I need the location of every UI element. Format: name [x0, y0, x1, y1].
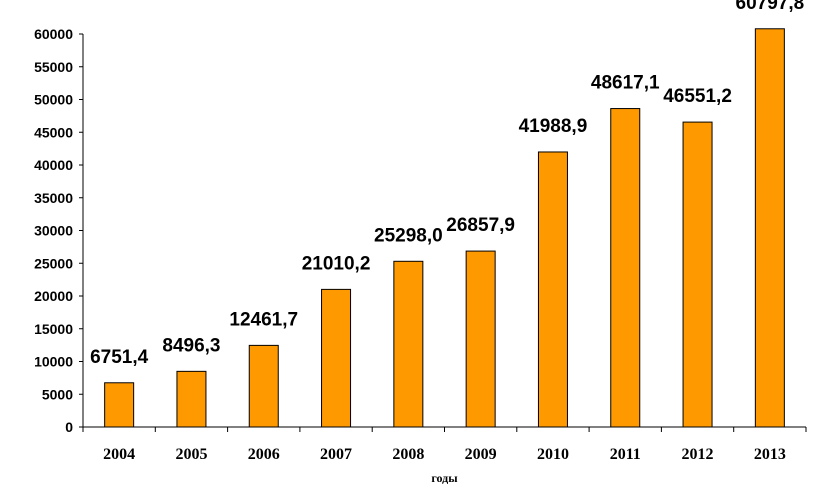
bars	[104, 28, 785, 428]
y-tick-label: 35000	[34, 190, 73, 206]
data-label: 21010,2	[302, 253, 371, 274]
bar	[537, 151, 568, 428]
x-axis-title: годы	[431, 471, 458, 485]
x-tick-label: 2004	[103, 446, 135, 463]
x-tick-label: 2011	[610, 446, 641, 463]
x-axis: 2004 2005 2006 2007 2008 2009 2010 2011 2012 2013	[82, 426, 807, 463]
bar	[465, 250, 496, 428]
x-tick-label: 2008	[392, 446, 424, 463]
bar	[248, 344, 279, 428]
y-tick-label: 5000	[42, 386, 73, 402]
y-tick-label: 40000	[34, 157, 73, 173]
data-label: 46551,2	[663, 86, 732, 107]
x-tick-label: 2010	[537, 446, 569, 463]
y-tick-label: 45000	[34, 124, 73, 140]
data-label: 12461,7	[229, 309, 298, 330]
y-tick-label: 25000	[34, 255, 73, 271]
y-tick-label: 10000	[34, 354, 73, 370]
data-label: 41988,9	[519, 116, 588, 137]
y-tick-label: 30000	[34, 223, 73, 239]
bar	[682, 121, 713, 428]
y-tick-label: 50000	[34, 92, 73, 108]
x-tick-label: 2006	[248, 446, 280, 463]
y-tick-label: 20000	[34, 288, 73, 304]
x-tick-label: 2009	[465, 446, 497, 463]
y-tick-label: 60000	[34, 26, 73, 42]
bar	[393, 260, 424, 428]
bar	[610, 108, 641, 428]
bar	[104, 382, 135, 428]
bar	[176, 370, 207, 428]
y-tick-label: 55000	[34, 59, 73, 75]
data-label: 6751,4	[90, 347, 149, 368]
data-label: 25298,0	[374, 225, 443, 246]
x-tick-label: 2007	[320, 446, 352, 463]
x-tick-label: 2012	[682, 446, 714, 463]
y-tick-label: 15000	[34, 321, 73, 337]
data-label: 26857,9	[446, 215, 515, 236]
data-label: 60797,8	[736, 0, 805, 14]
x-tick-label: 2013	[754, 446, 786, 463]
y-tick-label: 0	[65, 419, 73, 435]
bar	[321, 288, 352, 428]
bar	[754, 28, 785, 428]
x-tick-label: 2005	[175, 446, 207, 463]
y-axis: 0 5000 10000 15000 20000 25000 30000 35000 40000…	[34, 26, 84, 435]
data-label: 8496,3	[162, 335, 220, 356]
data-label: 48617,1	[591, 73, 660, 94]
